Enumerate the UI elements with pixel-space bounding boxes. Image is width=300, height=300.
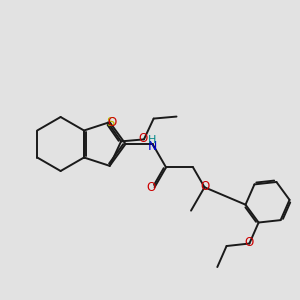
Text: O: O (245, 236, 254, 249)
Text: O: O (146, 181, 156, 194)
Text: O: O (107, 116, 116, 129)
Text: O: O (200, 180, 210, 193)
Text: S: S (106, 116, 115, 129)
Text: H: H (148, 135, 157, 146)
Text: O: O (139, 132, 148, 145)
Text: N: N (148, 140, 157, 154)
